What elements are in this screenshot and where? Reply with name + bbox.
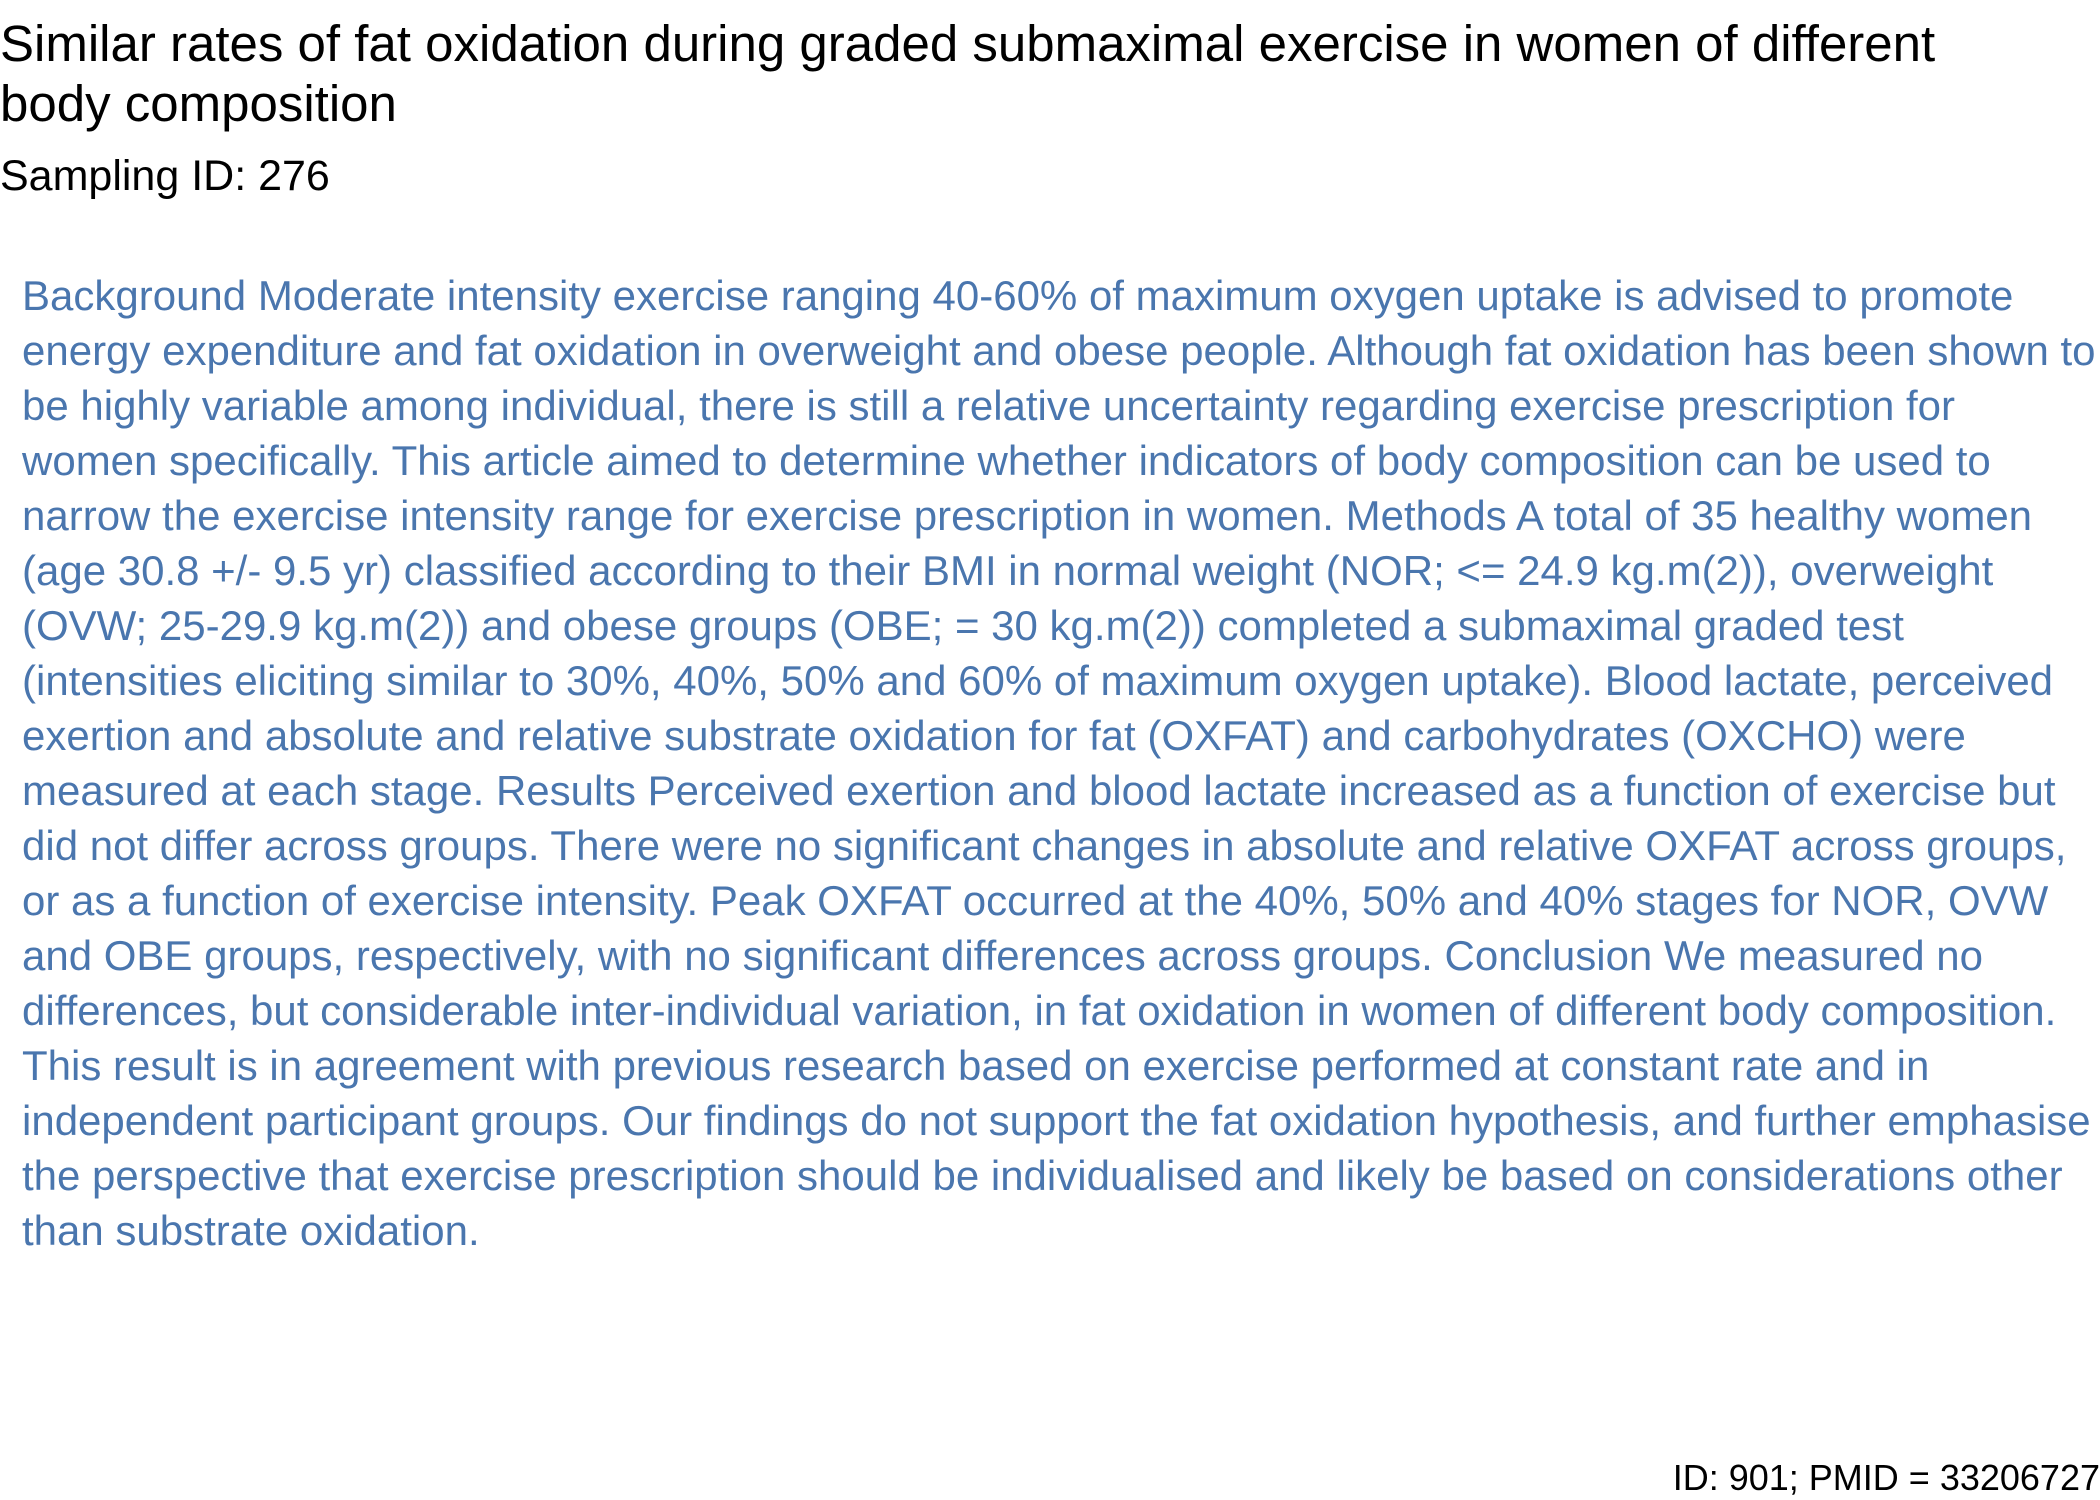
document-title: Similar rates of fat oxidation during gr…	[0, 15, 1936, 132]
abstract-text: Background Moderate intensity exercise r…	[22, 272, 2096, 1254]
footer-id: ID: 901; PMID = 33206727	[1672, 1457, 2100, 1498]
sampling-id: Sampling ID: 276	[0, 152, 330, 200]
